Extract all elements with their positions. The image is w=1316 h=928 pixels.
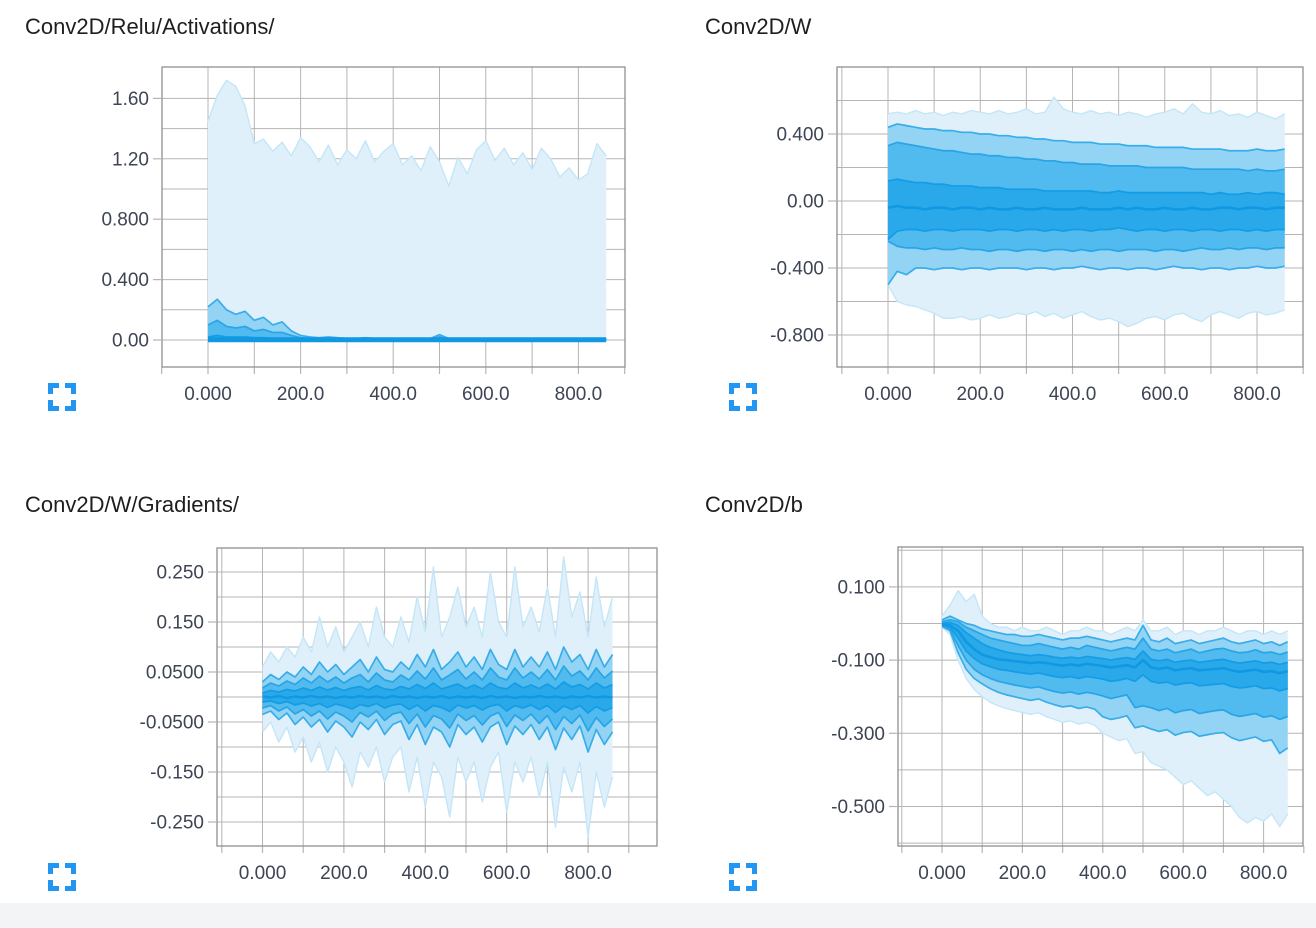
distribution-plot: 0.400 0.00 -0.400 -0.800 0.000 200.0 400.0 600.… — [770, 66, 1304, 405]
line-median — [262, 694, 613, 700]
plot-border — [836, 66, 1304, 368]
y-axis-tick-label: -0.250 — [150, 813, 204, 834]
line-84-percentile — [887, 141, 1285, 172]
band-min-max — [208, 80, 607, 340]
fullscreen-corners-icon — [729, 863, 757, 891]
series-group — [941, 589, 1289, 828]
expand-chart-button[interactable] — [729, 383, 757, 411]
distribution-plot: 1.60 1.20 0.800 0.400 0.00 0.000 200.0 400.0 600… — [101, 66, 626, 405]
line-median — [941, 622, 1289, 675]
y-axis-tick-label: -0.500 — [831, 797, 885, 818]
y-axis-tick-label: 0.0500 — [146, 663, 204, 684]
y-axis-tick-label: -0.800 — [770, 326, 824, 347]
line-maximum — [941, 589, 1289, 636]
chart-title: Conv2D/b — [705, 492, 803, 517]
y-axis-tick-label: 0.250 — [156, 563, 204, 584]
x-axis-tick-label: 600.0 — [1141, 384, 1189, 405]
line-16-percentile — [941, 624, 1289, 721]
y-axis-tick-label: -0.100 — [831, 651, 885, 672]
x-axis-tick-label: 200.0 — [956, 384, 1004, 405]
plot-border — [161, 66, 626, 368]
line-31-percentile — [941, 624, 1288, 692]
distribution-plot: 0.250 0.150 0.0500 -0.0500 -0.150 -0.250 0.000… — [140, 547, 658, 884]
x-axis-tick-label: 600.0 — [1159, 863, 1207, 884]
line-84-percentile — [262, 665, 614, 689]
x-axis-tick-label: 600.0 — [462, 384, 510, 405]
expand-chart-button[interactable] — [729, 863, 757, 891]
line-93-percentile — [261, 646, 614, 683]
y-axis-tick-label: 1.20 — [112, 149, 149, 170]
line-minimum — [887, 284, 1285, 328]
fullscreen-corners-icon — [48, 383, 76, 411]
y-axis-tick-label: 0.400 — [101, 270, 149, 291]
y-axis-tick-label: -0.150 — [150, 763, 204, 784]
line-93-percentile — [887, 123, 1285, 152]
plot-border — [897, 546, 1304, 847]
x-axis-tick-label: 0.000 — [864, 384, 912, 405]
expand-chart-button[interactable] — [48, 383, 76, 411]
x-axis-tick-label: 400.0 — [1049, 384, 1097, 405]
x-axis-tick-label: 400.0 — [1079, 863, 1127, 884]
x-axis-tick-label: 0.000 — [239, 863, 287, 884]
x-axis-tick-label: 800.0 — [564, 863, 612, 884]
line-31-percentile — [887, 226, 1285, 241]
y-axis-tick-label: 0.150 — [156, 613, 204, 634]
line-maximum — [887, 96, 1286, 120]
chart-title: Conv2D/Relu/Activations/ — [25, 14, 275, 39]
line-69-percentile — [941, 621, 1288, 666]
line-31-percentile — [262, 700, 613, 714]
plot-border — [216, 547, 658, 847]
chart-title: Conv2D/W — [705, 14, 812, 39]
series-group — [887, 96, 1286, 328]
x-axis-tick-label: 800.0 — [1240, 863, 1288, 884]
line-16-percentile — [887, 240, 1285, 253]
x-axis-tick-label: 200.0 — [999, 863, 1047, 884]
x-axis-tick-label: 400.0 — [369, 384, 417, 405]
y-axis-tick-label: 1.60 — [112, 89, 149, 110]
series-group — [207, 79, 607, 343]
line-minimum — [941, 626, 1289, 828]
distribution-chart-card: Conv2D/b 0.100 -0.100 -0.300 -0.500 0.000 200… — [658, 464, 1316, 928]
y-axis-tick-label: 0.400 — [776, 125, 824, 146]
line-median — [887, 204, 1285, 211]
x-axis-tick-label: 0.000 — [918, 863, 966, 884]
y-axis-tick-label: -0.300 — [831, 724, 885, 745]
y-axis-tick-label: 0.00 — [112, 331, 149, 352]
line-69-percentile — [262, 681, 613, 694]
distribution-chart-card: Conv2D/W 0.400 0.00 -0.400 -0.800 0.000 200.0… — [658, 0, 1316, 464]
distribution-plot: 0.100 -0.100 -0.300 -0.500 0.000 200.0 400.0 60… — [831, 546, 1305, 884]
line-84-percentile — [941, 618, 1288, 656]
line-7-percentile — [262, 710, 614, 753]
x-axis-tick-label: 0.000 — [184, 384, 232, 405]
line-7-percentile — [887, 265, 1285, 286]
y-axis-tick-label: -0.400 — [770, 259, 824, 280]
y-axis-tick-label: -0.0500 — [140, 713, 204, 734]
x-axis-tick-label: 800.0 — [555, 384, 603, 405]
line-69-percentile — [887, 178, 1285, 196]
distribution-chart-card: Conv2D/Relu/Activations/ 1.60 1.20 0.800 0.… — [0, 0, 658, 464]
line-93-percentile — [941, 615, 1289, 647]
line-7-percentile — [941, 625, 1289, 755]
line-maximum — [207, 79, 607, 187]
fullscreen-corners-icon — [729, 383, 757, 411]
line-16-percentile — [262, 704, 614, 732]
expand-chart-button[interactable] — [48, 863, 76, 891]
line-maximum — [261, 556, 614, 668]
line-minimum — [261, 721, 614, 838]
y-axis-tick-label: 0.00 — [787, 192, 824, 213]
page-bottom-strip — [0, 903, 1316, 928]
y-axis-tick-label: 0.800 — [101, 210, 149, 231]
x-axis-tick-label: 600.0 — [483, 863, 531, 884]
fullscreen-corners-icon — [48, 863, 76, 891]
x-axis-tick-label: 200.0 — [320, 863, 368, 884]
series-group — [261, 556, 614, 838]
x-axis-tick-label: 800.0 — [1233, 384, 1281, 405]
distribution-chart-card: Conv2D/W/Gradients/ 0.250 0.150 0.0500 -0.0… — [0, 464, 658, 928]
chart-title: Conv2D/W/Gradients/ — [25, 492, 239, 517]
x-axis-tick-label: 200.0 — [277, 384, 325, 405]
x-axis-tick-label: 400.0 — [402, 863, 450, 884]
y-axis-tick-label: 0.100 — [837, 577, 885, 598]
